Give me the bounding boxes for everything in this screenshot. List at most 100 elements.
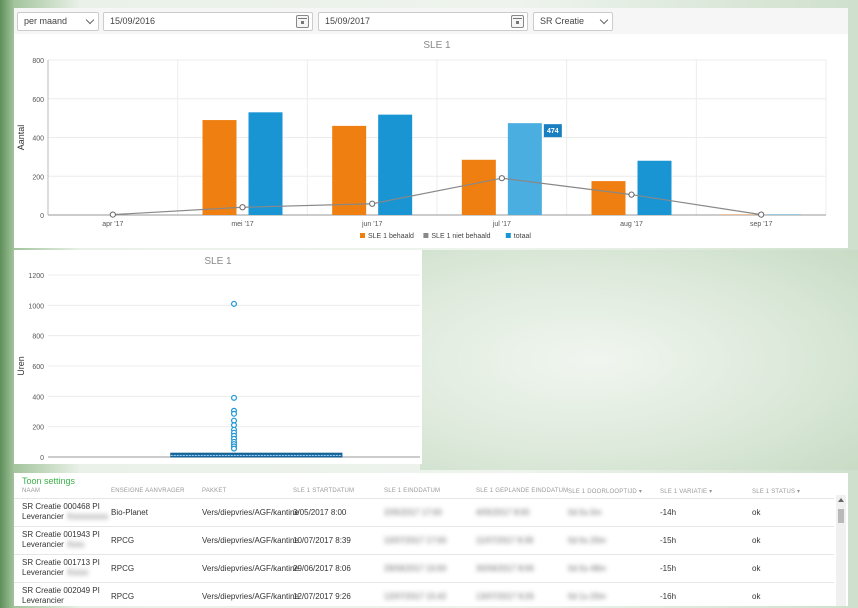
status-cell: ok [752, 564, 760, 573]
column-header[interactable]: SLE 1 EINDDATUM [384, 488, 440, 494]
duration-cell: 0d 0u 48m [568, 564, 606, 573]
supplier-name-redacted: Xxxxx [67, 568, 88, 577]
name-line: SR Creatie 001943 PI [22, 530, 100, 540]
end-cell: 12/07/2017 15:42 [384, 592, 446, 601]
end-date-field[interactable]: 15/09/2017 [318, 12, 528, 31]
enseigne-cell: RPCG [111, 564, 134, 573]
supplier-label: Leverancier [22, 512, 64, 521]
start-date-field[interactable]: 15/09/2016 [103, 12, 313, 31]
outlier-point [232, 411, 237, 416]
planned-cell: 11/07/2017 8:39 [476, 536, 533, 545]
planned-cell: 13/07/2017 9:26 [476, 592, 534, 601]
outlier-point [232, 446, 237, 451]
y-tick-label: 0 [40, 455, 44, 462]
column-header[interactable]: SLE 1 VARIATIE ▾ [660, 488, 712, 495]
chevron-down-icon [600, 16, 608, 24]
legend-label: SLE 1 niet behaald [431, 233, 490, 240]
scrollbar-thumb[interactable] [838, 509, 844, 523]
legend-swatch [506, 233, 511, 238]
supplier-label: Leverancier [22, 568, 64, 577]
end-cell: 10/07/2017 17:00 [384, 536, 446, 545]
variation-cell: -15h [660, 536, 676, 545]
duration-cell: 0d 0u 0m [568, 508, 601, 517]
bar [249, 112, 283, 215]
legend-label: SLE 1 behaald [368, 233, 414, 240]
x-tick-label: jul '17 [492, 221, 511, 228]
x-tick-label: aug '17 [620, 221, 643, 228]
x-tick-label: apr '17 [102, 221, 123, 228]
column-header[interactable]: SLE 1 GEPLANDE EINDDATUM [476, 488, 568, 494]
name-line: SR Creatie 000468 PI [22, 502, 108, 512]
line-point [759, 212, 764, 217]
chevron-down-icon [86, 16, 94, 24]
bar [508, 123, 542, 215]
y-tick-label: 1000 [28, 303, 44, 310]
y-tick-label: 0 [40, 213, 44, 220]
variation-cell: -14h [660, 508, 676, 517]
variation-cell: -15h [660, 564, 676, 573]
y-tick-label: 800 [32, 58, 44, 65]
start-cell: 12/07/2017 9:26 [293, 592, 351, 601]
company-select-value: SR Creatie [540, 16, 584, 26]
period-select-value: per maand [24, 16, 67, 26]
scroll-up-icon[interactable] [836, 495, 846, 505]
y-tick-label: 200 [32, 174, 44, 181]
y-axis-label: Uren [16, 356, 26, 376]
start-cell: 10/07/2017 8:39 [293, 536, 351, 545]
line-point [629, 192, 634, 197]
outlier-point [232, 301, 237, 306]
line-point [370, 201, 375, 206]
column-header[interactable]: PAKKET [202, 488, 226, 494]
bar [332, 126, 366, 215]
column-header[interactable]: SLE 1 STARTDATUM [293, 488, 354, 494]
pakket-cell: Vers/diepvries/AGF/kantine [202, 536, 299, 545]
calendar-icon[interactable] [296, 15, 309, 28]
enseigne-cell: RPCG [111, 536, 134, 545]
y-tick-label: 400 [32, 394, 44, 401]
enseigne-cell: Bio-Planet [111, 508, 148, 517]
chart-title: SLE 1 [204, 256, 232, 267]
status-cell: ok [752, 592, 760, 601]
enseigne-cell: RPCG [111, 592, 134, 601]
start-cell: 3/05/2017 8:00 [293, 508, 346, 517]
duration-cell: 0d 1u 20m [568, 592, 606, 601]
line-point [240, 205, 245, 210]
line-point [499, 176, 504, 181]
company-select[interactable]: SR Creatie [533, 12, 613, 31]
table-scrollbar[interactable] [836, 495, 846, 606]
end-cell: 2/05/2017 17:00 [384, 508, 442, 517]
column-header[interactable]: ENSEIGNE AANVRAGER [111, 488, 185, 494]
y-tick-label: 600 [32, 364, 44, 371]
column-header[interactable]: NAAM [22, 488, 40, 494]
results-table: Toon settings NAAM ENSEIGNE AANVRAGER PAKK… [14, 473, 848, 606]
chart-title: SLE 1 [423, 40, 451, 51]
legend-swatch [360, 233, 365, 238]
y-tick-label: 600 [32, 97, 44, 104]
period-select[interactable]: per maand [17, 12, 99, 31]
planned-cell: 4/05/2017 8:00 [476, 508, 529, 517]
calendar-icon[interactable] [511, 15, 524, 28]
pakket-cell: Vers/diepvries/AGF/kantine [202, 564, 299, 573]
background-panel [420, 250, 858, 470]
legend-swatch [423, 233, 428, 238]
column-header[interactable]: SLE 1 DOORLOOPTIJD ▾ [568, 488, 642, 495]
supplier-label: Leverancier [22, 540, 64, 549]
column-header[interactable]: SLE 1 STATUS ▾ [752, 488, 800, 495]
duration-cell: 0d 0u 20m [568, 536, 606, 545]
end-date-value: 15/09/2017 [325, 16, 370, 26]
toon-settings-link[interactable]: Toon settings [22, 476, 75, 486]
